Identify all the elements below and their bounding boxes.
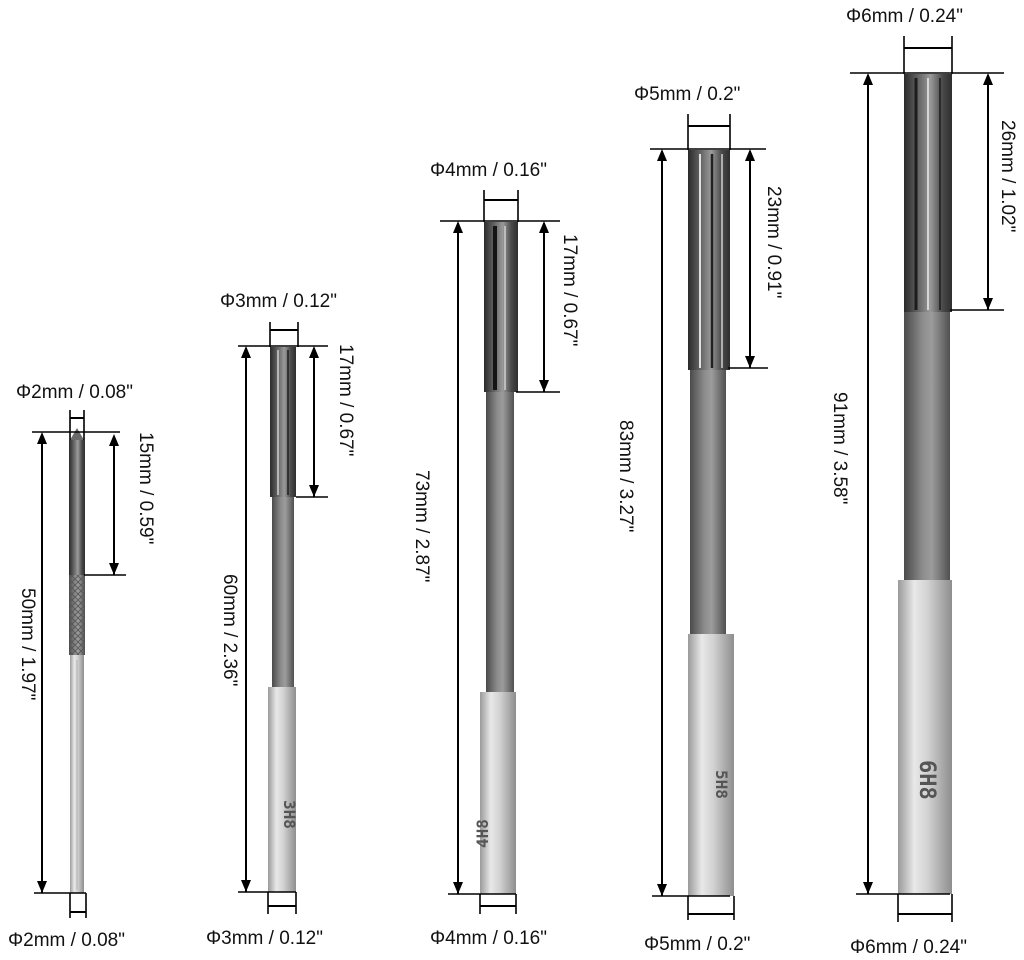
- reamer-3mm: 3H8 Φ3mm / 0.12" 17mm / 0.67" 60mm / 2.3…: [206, 291, 356, 949]
- reamer-4mm-top-diameter-dimension: Φ4mm / 0.16": [430, 160, 560, 222]
- reamer-6mm-bottom-diameter-label: Φ6mm / 0.24": [850, 937, 967, 958]
- reamer-4mm-top-diameter-label: Φ4mm / 0.16": [430, 160, 547, 181]
- reamer-4mm-bottom-diameter-dimension: Φ4mm / 0.16": [430, 894, 547, 949]
- reamer-4mm-shank-marking: 4H8: [473, 819, 492, 848]
- reamer-3mm-bottom-diameter-dimension: Φ3mm / 0.12": [206, 892, 323, 949]
- reamer-2mm-bottom-diameter-dimension: Φ2mm / 0.08": [8, 893, 125, 951]
- reamer-5mm-flute-length-label: 23mm / 0.91": [763, 186, 784, 298]
- reamer-3mm-flute-length-label: 17mm / 0.67": [335, 344, 356, 456]
- reamer-5mm-tool: 5H8: [688, 150, 734, 896]
- reamer-2mm-bottom-diameter-label: Φ2mm / 0.08": [8, 930, 125, 951]
- reamer-4mm-bottom-diameter-label: Φ4mm / 0.16": [430, 928, 547, 949]
- reamer-5mm-flute-length-dimension: 23mm / 0.91": [728, 149, 784, 369]
- reamer-2mm-flute-length-dimension: 15mm / 0.59": [84, 432, 156, 576]
- reamer-6mm-shank-marking: 6H8: [914, 760, 939, 800]
- reamer-3mm-bottom-diameter-label: Φ3mm / 0.12": [206, 928, 323, 949]
- reamer-6mm-bottom-diameter-dimension: Φ6mm / 0.24": [850, 894, 967, 958]
- reamer-2mm-top-diameter-dimension: Φ2mm / 0.08": [16, 382, 133, 440]
- reamer-4mm: 4H8 Φ4mm / 0.16" 17mm / 0.67" 73mm / 2.8…: [411, 160, 580, 949]
- reamer-3mm-flute-length-dimension: 17mm / 0.67": [296, 344, 356, 498]
- reamer-5mm-total-length-dimension: 83mm / 3.27": [615, 149, 730, 897]
- reamer-5mm-top-diameter-dimension: Φ5mm / 0.2": [634, 84, 766, 150]
- reamer-5mm-bottom-diameter-dimension: Φ5mm / 0.2": [644, 896, 750, 955]
- reamer-4mm-total-length-label: 73mm / 2.87": [411, 470, 432, 582]
- reamer-6mm-flute-length-dimension: 26mm / 1.02": [950, 73, 1018, 311]
- reamer-4mm-total-length-dimension: 73mm / 2.87": [411, 221, 516, 895]
- reamer-3mm-total-length-label: 60mm / 2.36": [219, 574, 240, 686]
- reamer-2mm-total-length-label: 50mm / 1.97": [17, 588, 38, 700]
- reamer-2mm-top-diameter-label: Φ2mm / 0.08": [16, 382, 133, 403]
- reamer-5mm-shank-marking: 5H8: [712, 770, 731, 799]
- reamer-4mm-tool: 4H8: [473, 222, 518, 894]
- reamer-6mm-top-diameter-dimension: Φ6mm / 0.24": [846, 6, 1004, 74]
- reamer-3mm-top-diameter-label: Φ3mm / 0.12": [220, 291, 337, 312]
- reamer-4mm-flute-length-label: 17mm / 0.67": [559, 234, 580, 346]
- reamer-6mm-flute-length-label: 26mm / 1.02": [997, 120, 1018, 232]
- reamer-2mm-flute-length-label: 15mm / 0.59": [135, 432, 156, 544]
- reamer-5mm: 5H8 Φ5mm / 0.2" 23mm / 0.91" 83mm / 3.27…: [615, 84, 784, 955]
- reamer-6mm: 6H8 Φ6mm / 0.24" 26mm / 1.02" 91mm / 3.5…: [829, 6, 1018, 958]
- reamer-6mm-total-length-dimension: 91mm / 3.58": [829, 73, 950, 895]
- reamer-3mm-total-length-dimension: 60mm / 2.36": [219, 346, 296, 893]
- reamer-5mm-top-diameter-label: Φ5mm / 0.2": [634, 84, 740, 105]
- reamer-5mm-total-length-label: 83mm / 3.27": [615, 420, 636, 532]
- reamer-6mm-tool: 6H8: [898, 74, 952, 894]
- reamer-5mm-bottom-diameter-label: Φ5mm / 0.2": [644, 934, 750, 955]
- reamer-4mm-flute-length-dimension: 17mm / 0.67": [516, 221, 580, 393]
- reamer-3mm-top-diameter-dimension: Φ3mm / 0.12": [220, 291, 337, 347]
- reamer-6mm-total-length-label: 91mm / 3.58": [829, 392, 850, 504]
- reamer-2mm: Φ2mm / 0.08" 15mm / 0.59" 50mm / 1.97" Φ…: [8, 382, 156, 951]
- reamer-2mm-tool: [69, 428, 85, 893]
- reamer-6mm-top-diameter-label: Φ6mm / 0.24": [846, 6, 963, 27]
- reamer-3mm-shank-marking: 3H8: [280, 800, 299, 829]
- reamer-2mm-total-length-dimension: 50mm / 1.97": [17, 432, 86, 894]
- reamer-3mm-tool: 3H8: [268, 347, 299, 892]
